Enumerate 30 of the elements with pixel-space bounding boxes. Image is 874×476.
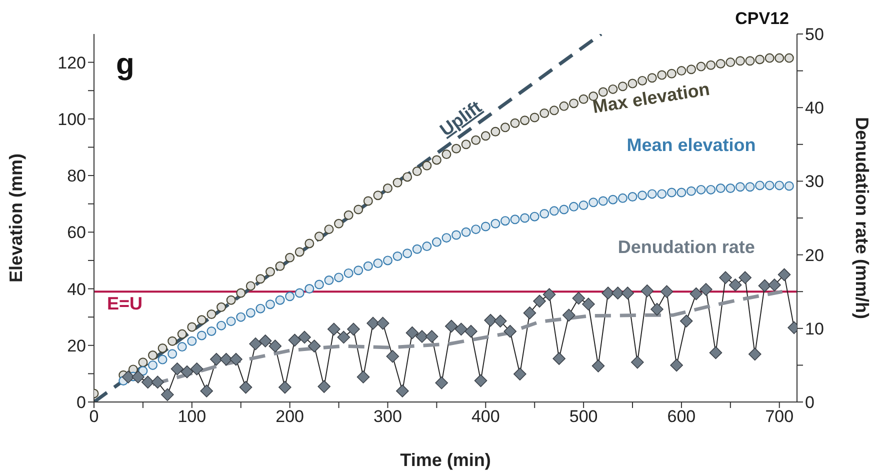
y-tick-label: 20	[67, 336, 86, 356]
series-label: Denudation rate	[618, 237, 755, 258]
series-label: Mean elevation	[626, 135, 756, 156]
y-tick-label: 80	[67, 166, 86, 186]
x-tick-label: 700	[765, 407, 794, 426]
x-tick-label: 500	[569, 407, 598, 426]
y2-tick-label: 30	[805, 172, 824, 192]
x-tick-label: 400	[471, 407, 500, 426]
text: Max elevation	[591, 78, 712, 118]
x-tick-label: 0	[89, 407, 99, 426]
y2-tick-label: 10	[805, 319, 824, 338]
y2-axis-title: Denudation rate (mm/h)	[852, 116, 872, 320]
x-axis-title: Time (min)	[400, 450, 491, 470]
y-tick-label: 100	[58, 110, 86, 129]
x-tick-label: 200	[276, 407, 304, 426]
y2-tick-label: 0	[805, 393, 814, 412]
y2-tick-label: 20	[805, 246, 824, 265]
y-tick-label: 40	[67, 280, 86, 299]
y-tick-label: 60	[67, 223, 86, 242]
x-tick-label: 600	[667, 407, 696, 426]
chart-title: CPV12	[735, 9, 789, 28]
y-tick-label: 0	[76, 393, 86, 412]
x-tick-label: 100	[178, 407, 206, 426]
ref-line-label: E=U	[107, 293, 143, 314]
y2-tick-label: 50	[805, 25, 824, 44]
x-tick-label: 300	[374, 407, 402, 426]
y-axis-title: Elevation (mm)	[6, 153, 26, 283]
annotation: g	[116, 48, 134, 81]
y-tick-label: 120	[58, 53, 86, 72]
y2-tick-label: 40	[805, 98, 824, 118]
